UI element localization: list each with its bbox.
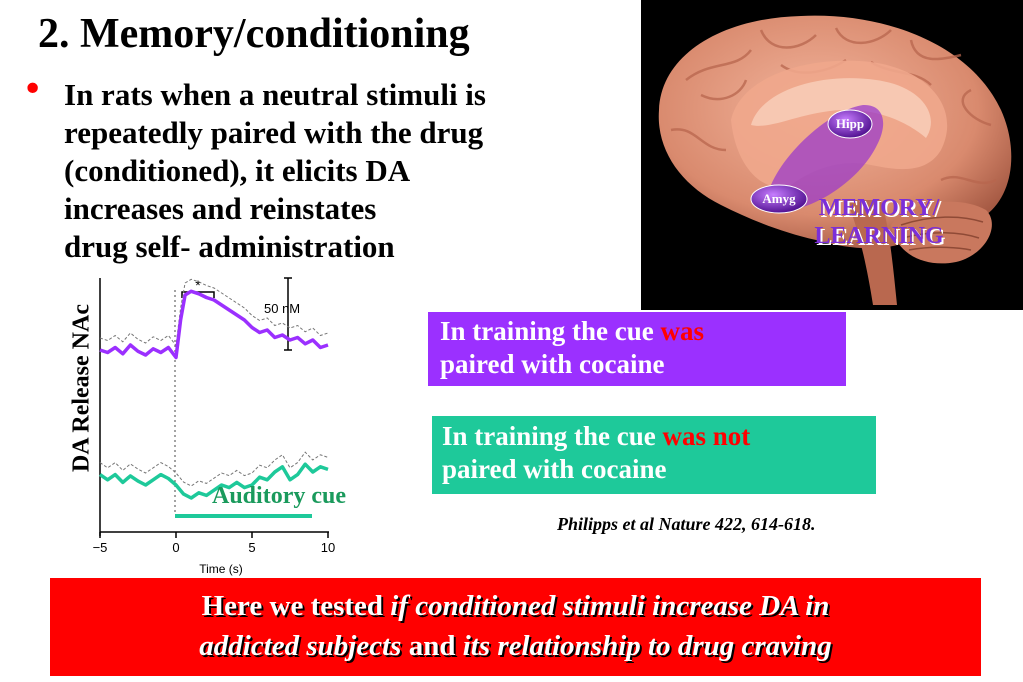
series-line-1 [99,462,329,500]
citation: Philipps et al Nature 422, 614-618. [557,514,816,534]
banner-line1: Here we tested if conditioned stimuli in… [50,586,981,626]
banner-italic: if conditioned stimuli increase DA in [390,590,830,622]
x-tick-label: 5 [248,540,255,555]
series-envelope [99,451,329,487]
paired-cocaine-box: In training the cue was paired with coca… [428,312,846,386]
x-tick-label: 0 [172,540,179,555]
amyg-label: Amyg [762,191,796,206]
auditory-cue-label: Auditory cue [212,483,346,509]
banner-line2: addicted subjects and its relationship t… [50,626,981,666]
bullet-line: In rats when a neutral stimuli is [64,77,486,112]
x-axis-label: Time (s) [199,562,243,576]
unpaired-cocaine-box: In training the cue was not paired with … [432,416,876,494]
bullet-line: repeatedly paired with the drug [64,115,484,150]
slide-title: 2. Memory/conditioning [38,11,470,57]
banner-plain: and [401,630,463,662]
x-tick-label: −5 [93,540,108,555]
region-label-line1: MEMORY/ [819,195,940,221]
region-label-shadow: LEARNING [816,225,946,251]
paired-box-emphasis: was [660,316,705,346]
banner-plain: Here we tested [201,590,391,622]
tick-layer: −5 0 5 10 [93,532,335,555]
hipp-label: Hipp [836,116,864,131]
bullet-text: In rats when a neutral stimuli is repeat… [64,76,634,266]
unpaired-box-line2: paired with cocaine [442,454,667,484]
series-layer [99,278,329,500]
brain-illustration: Hipp Amyg MEMORY/ MEMORY/ LEARNING LEARN… [658,15,1012,305]
paired-box-line2: paired with cocaine [440,349,665,379]
unpaired-box-line1: In training the cue was not [442,420,876,453]
unpaired-box-prefix: In training the cue [442,421,663,451]
region-label-line2: LEARNING [814,223,944,249]
paired-box-prefix: In training the cue [440,316,661,346]
paired-box-line1: In training the cue was [440,315,846,348]
region-label-shadow: MEMORY/ [821,197,942,223]
bullet-line: drug self- administration [64,229,395,264]
unpaired-box-emphasis: was not [662,421,751,451]
brain-image: Hipp Amyg MEMORY/ MEMORY/ LEARNING LEARN… [641,0,1023,310]
bullet-line: (conditioned), it elicits DA [64,153,411,188]
x-tick-label: 10 [321,540,335,555]
banner-italic: addicted subjects [199,630,402,662]
series-envelope [99,278,329,347]
banner-italic: its relationship to drug craving [462,630,832,662]
series-line-0 [99,289,329,360]
bottom-banner: Here we tested if conditioned stimuli in… [50,578,981,676]
scale-bar-label: 50 nM [264,301,300,316]
significance-star: * [195,277,201,293]
da-release-chart: * 50 nM −5 0 5 10 Time (s) [93,277,336,576]
bullet-marker: • [22,69,44,110]
bullet-line: increases and reinstates [64,191,377,226]
